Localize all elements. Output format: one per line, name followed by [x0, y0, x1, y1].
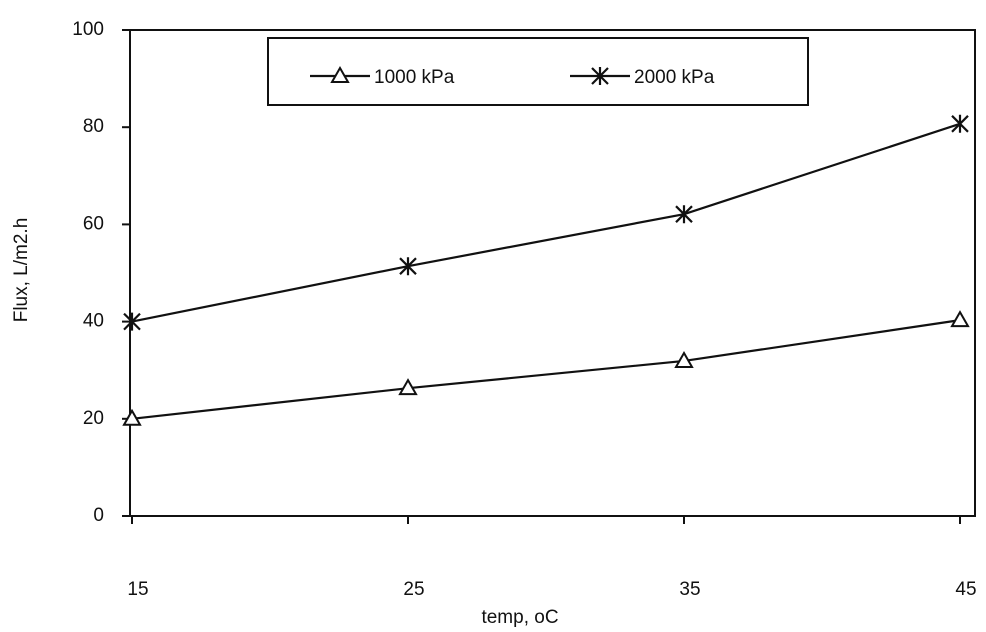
x-axis-label: temp, oC — [481, 607, 558, 628]
y-axis-label: Flux, L/m2.h — [11, 218, 32, 323]
x-tick-label: 15 — [127, 579, 148, 600]
marker-shape — [122, 408, 142, 426]
x-tick-label: 45 — [955, 579, 976, 600]
legend: 1000 kPa 2000 kPa — [267, 37, 809, 106]
y-tick-label: 100 — [72, 19, 104, 40]
marker-shape — [330, 65, 350, 83]
plot-frame — [129, 29, 976, 517]
data-point — [123, 312, 141, 331]
legend-marker — [591, 67, 609, 85]
marker-shape — [674, 350, 694, 368]
y-tick-label: 0 — [93, 505, 104, 526]
series-line — [131, 319, 961, 420]
legend-label: 1000 kPa — [374, 67, 455, 88]
marker-shape — [591, 67, 609, 85]
data-point — [674, 350, 694, 368]
y-tick-label: 80 — [83, 116, 104, 137]
marker-shape — [950, 310, 970, 328]
data-point — [398, 378, 418, 396]
x-tick-label: 35 — [679, 579, 700, 600]
legend-marker — [330, 65, 350, 83]
marker-shape — [675, 205, 693, 224]
legend-box — [267, 37, 809, 106]
series-line — [131, 122, 961, 323]
y-tick-label: 40 — [83, 311, 104, 332]
data-point — [950, 310, 970, 328]
marker-shape — [951, 114, 969, 133]
data-point — [951, 114, 969, 133]
y-tick-label: 60 — [83, 213, 104, 234]
marker-shape — [123, 312, 141, 331]
x-tick-label: 25 — [403, 579, 424, 600]
data-point — [122, 408, 142, 426]
data-point — [675, 205, 693, 224]
marker-shape — [399, 257, 417, 276]
marker-shape — [398, 378, 418, 396]
data-point — [399, 257, 417, 276]
legend-label: 2000 kPa — [634, 67, 715, 88]
y-tick-label: 20 — [83, 408, 104, 429]
